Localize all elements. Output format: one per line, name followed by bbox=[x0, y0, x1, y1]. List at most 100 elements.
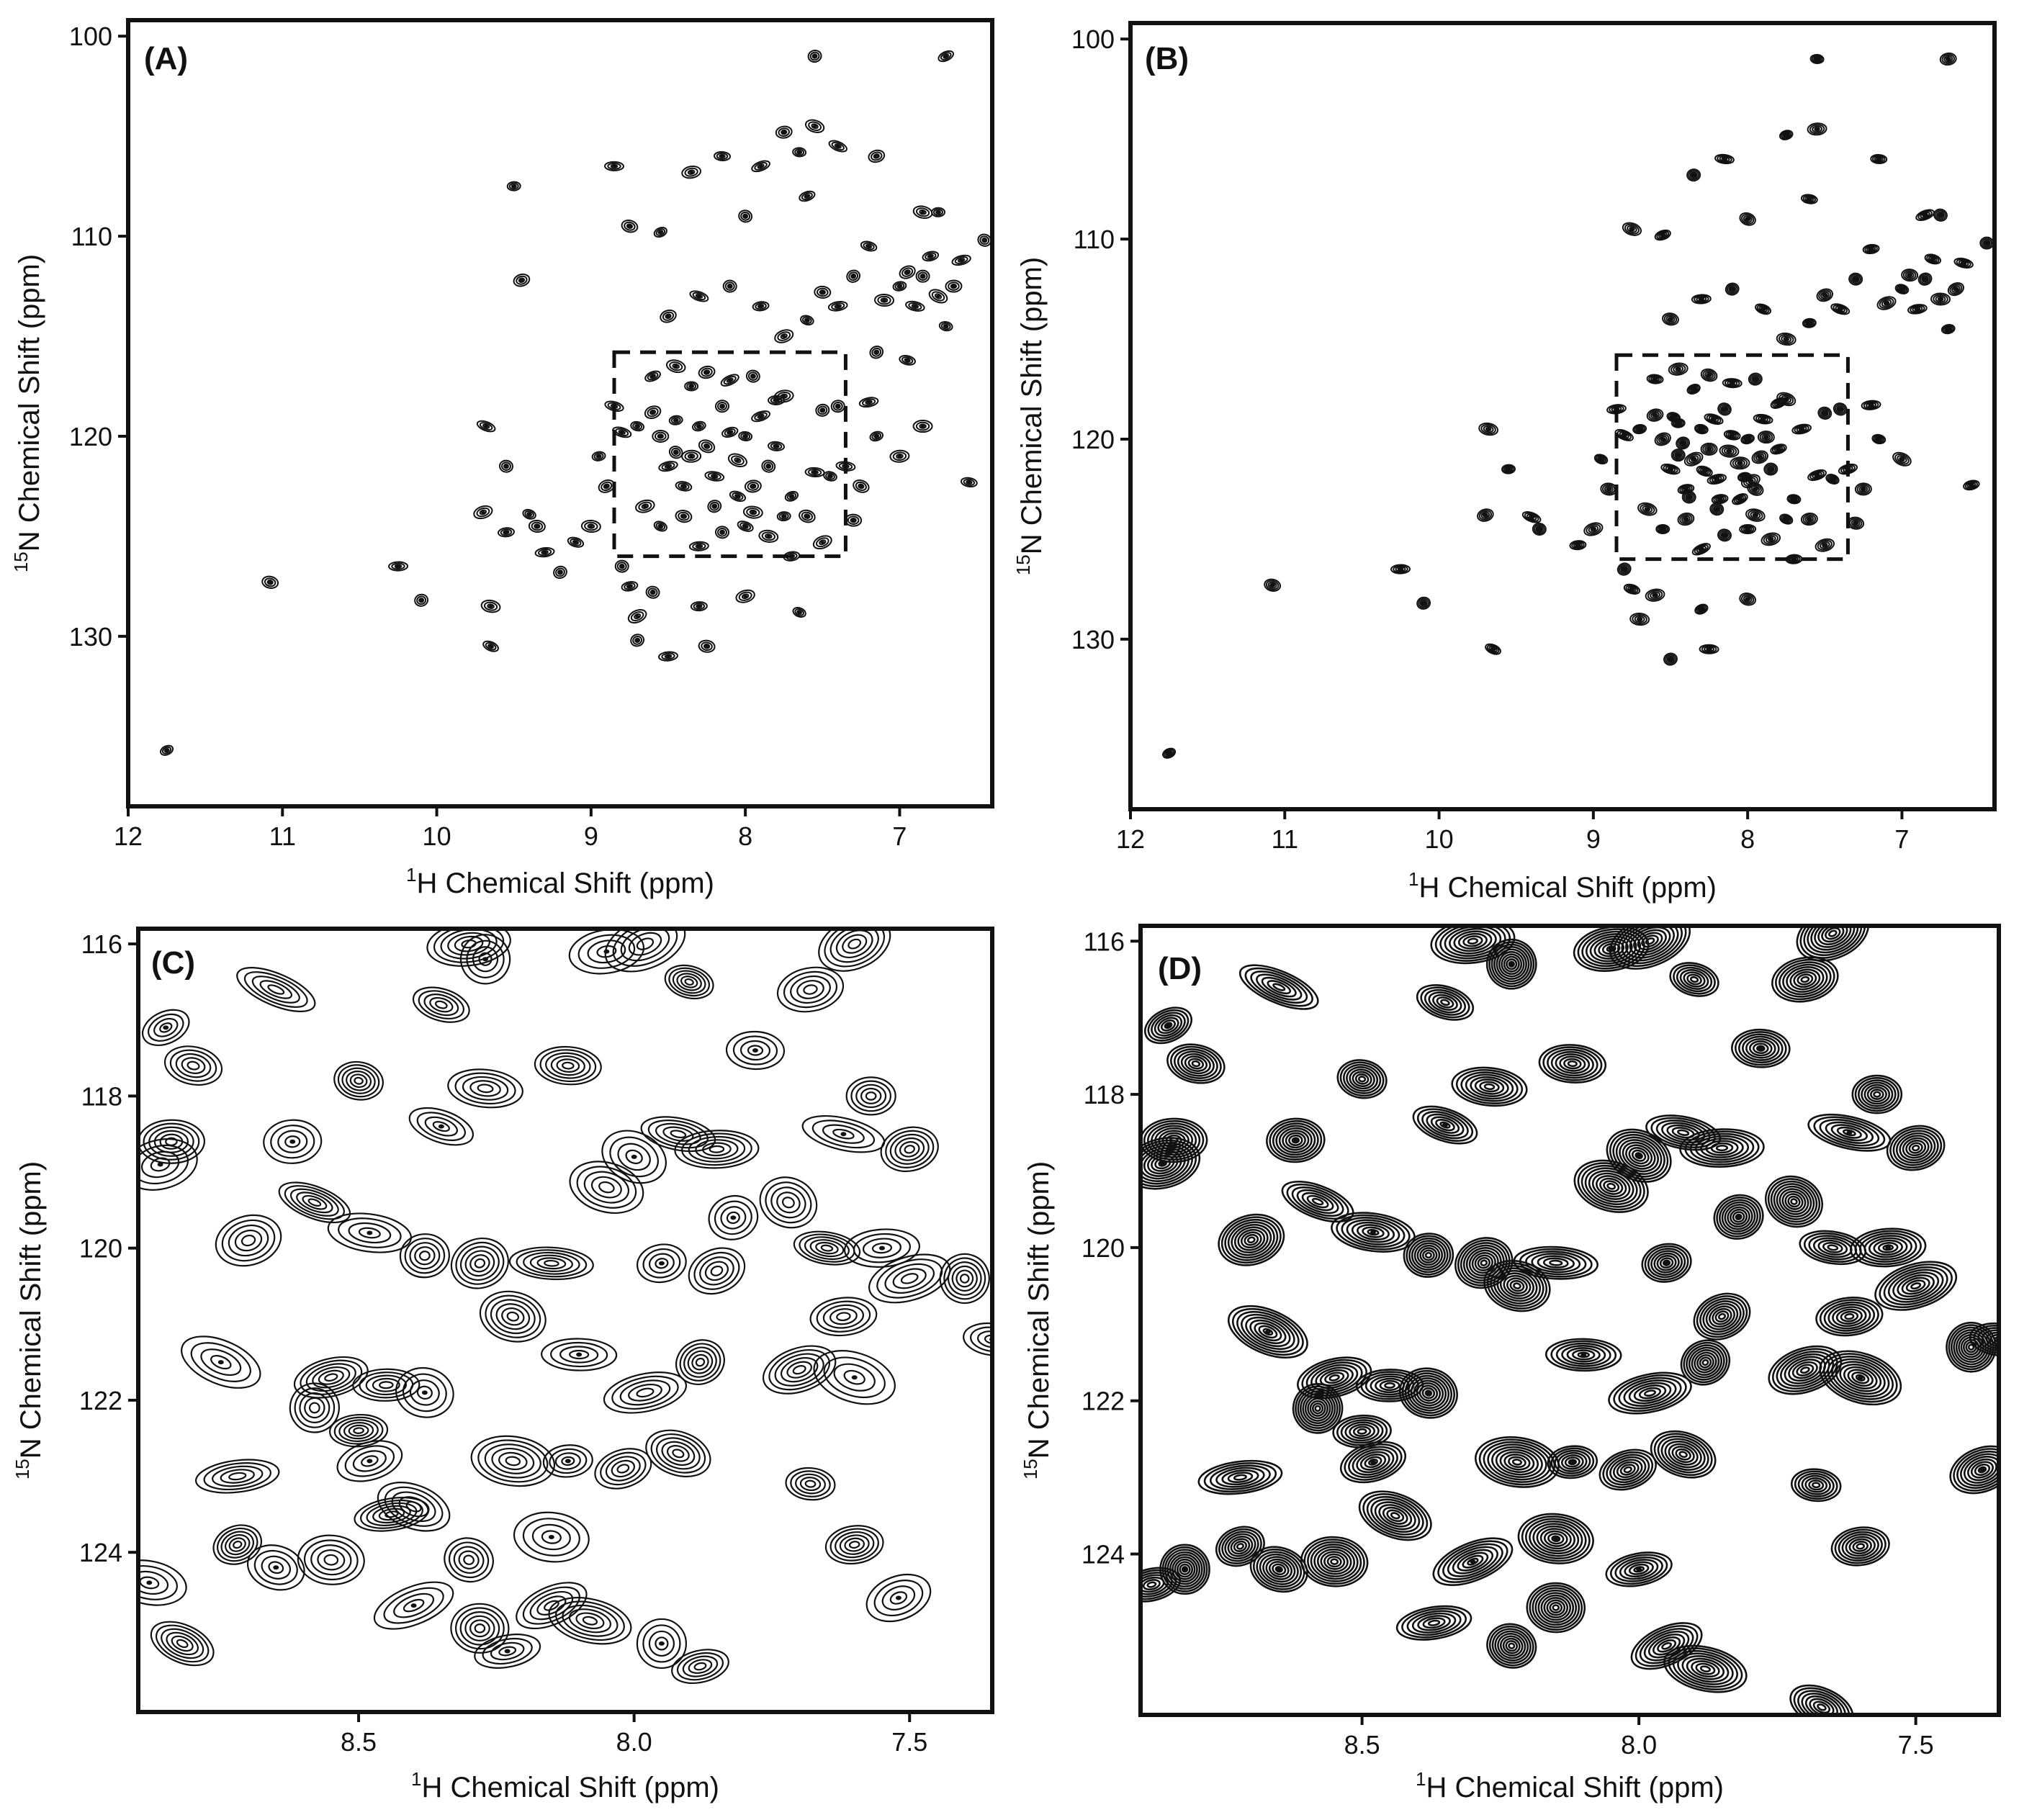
panel-d-label: (D) bbox=[1158, 951, 1202, 986]
peak-contour bbox=[737, 521, 754, 532]
peak-contour bbox=[1485, 938, 1537, 990]
peak-contour bbox=[823, 471, 837, 482]
peak-contour bbox=[1807, 1113, 1892, 1152]
peak-contour bbox=[845, 513, 863, 527]
peak-contour bbox=[1779, 513, 1794, 525]
peak-contour bbox=[528, 519, 546, 533]
peak-contour bbox=[1947, 281, 1964, 297]
panel-d-plot-frame bbox=[1138, 924, 2001, 1717]
peak-contour bbox=[675, 1339, 725, 1385]
peak-contour bbox=[804, 467, 825, 477]
peak-contour bbox=[534, 546, 555, 558]
peak-contour bbox=[813, 1350, 896, 1405]
y-tick-label: 124 bbox=[79, 1538, 122, 1567]
peak-contour bbox=[692, 420, 706, 432]
peak-contour bbox=[759, 1176, 818, 1229]
peak-contour bbox=[1547, 1445, 1598, 1479]
peak-contour bbox=[1676, 436, 1691, 450]
peak-contour bbox=[1761, 532, 1781, 546]
peak-contour bbox=[722, 279, 737, 293]
peak-contour bbox=[1614, 428, 1634, 441]
peak-contour bbox=[1707, 473, 1727, 485]
peak-contour bbox=[1917, 272, 1933, 286]
peak-contour bbox=[725, 1030, 786, 1071]
peak-contour bbox=[751, 160, 770, 173]
x-tick-label: 10 bbox=[423, 821, 451, 851]
peak-contour bbox=[516, 1582, 588, 1630]
peak-contour bbox=[614, 559, 629, 573]
peak-contour bbox=[660, 309, 677, 323]
peak-contour bbox=[809, 1297, 878, 1337]
peak-contour bbox=[1238, 964, 1319, 1010]
peak-contour bbox=[853, 479, 870, 493]
peak-contour bbox=[1292, 1383, 1344, 1434]
peak-contour bbox=[1598, 1449, 1657, 1491]
peak-contour bbox=[1331, 1212, 1416, 1253]
peak-contour bbox=[1722, 378, 1743, 389]
peak-contour bbox=[658, 651, 678, 662]
peak-contour bbox=[681, 449, 702, 463]
peak-contour bbox=[1478, 422, 1499, 436]
peak-contour bbox=[912, 420, 933, 433]
peak-contour bbox=[922, 251, 940, 262]
panel-d-x-axis-label: 1H Chemical Shift (ppm) bbox=[1416, 1768, 1724, 1803]
peak-contour bbox=[714, 150, 731, 161]
peak-contour bbox=[845, 1076, 896, 1116]
peak-contour bbox=[1704, 413, 1724, 425]
peak-contour bbox=[474, 1634, 541, 1669]
peak-contour bbox=[569, 1161, 644, 1214]
x-tick-label: 12 bbox=[114, 821, 143, 851]
peak-contour bbox=[1526, 1582, 1586, 1634]
panel-b-plot-frame bbox=[1128, 21, 1997, 811]
peak-contour bbox=[1979, 236, 1995, 250]
x-tick-label: 12 bbox=[1116, 824, 1145, 854]
peak-contour bbox=[395, 1366, 454, 1418]
peak-contour bbox=[470, 1435, 556, 1487]
peak-contour bbox=[1751, 450, 1768, 464]
peak-contour bbox=[1700, 442, 1718, 456]
peak-contour bbox=[1569, 540, 1587, 551]
peak-contour bbox=[688, 1247, 746, 1295]
peak-contour bbox=[774, 329, 794, 343]
x-tick-label: 9 bbox=[584, 821, 598, 851]
peak-contour bbox=[1663, 1644, 1748, 1693]
peak-contour bbox=[1851, 1074, 1903, 1114]
panel-a-ticks: 12 11 10 9 8 7 100 110 120 130 bbox=[69, 22, 907, 851]
peak-contour bbox=[1143, 1006, 1192, 1045]
peak-contour bbox=[1862, 243, 1880, 255]
peak-contour bbox=[1802, 317, 1817, 328]
x-tick-label: 8.0 bbox=[1621, 1730, 1657, 1760]
peak-contour bbox=[681, 165, 702, 179]
peak-contour bbox=[752, 301, 770, 312]
peak-contour bbox=[1416, 984, 1475, 1021]
peak-contour bbox=[1395, 1605, 1472, 1641]
peak-contour bbox=[534, 1045, 602, 1086]
peak-contour bbox=[388, 561, 408, 572]
y-tick-label: 100 bbox=[1071, 24, 1115, 54]
peak-contour bbox=[150, 1621, 215, 1667]
peak-contour bbox=[698, 639, 716, 653]
peak-contour bbox=[905, 300, 925, 312]
peak-contour bbox=[799, 509, 816, 523]
peak-contour bbox=[742, 505, 763, 519]
peak-contour bbox=[729, 490, 747, 503]
peak-contour bbox=[1693, 1292, 1751, 1341]
peak-contour bbox=[1800, 194, 1818, 204]
y-tick-label: 120 bbox=[69, 422, 112, 451]
peak-contour bbox=[1670, 449, 1686, 462]
peak-contour bbox=[1218, 1213, 1285, 1266]
peak-contour bbox=[513, 1511, 590, 1563]
peak-contour bbox=[522, 508, 536, 520]
peak-contour bbox=[1646, 374, 1664, 384]
peak-contour bbox=[1521, 511, 1542, 523]
peak-contour bbox=[1141, 1567, 1181, 1603]
peak-contour bbox=[1538, 1044, 1607, 1084]
peak-contour bbox=[828, 140, 847, 153]
x-tick-label: 8.0 bbox=[616, 1727, 652, 1757]
peak-contour bbox=[1485, 643, 1501, 655]
peak-contour bbox=[1874, 1261, 1958, 1311]
panel-d-y-axis-label: 15N Chemical Shift (ppm) bbox=[1020, 1161, 1055, 1479]
peak-contour bbox=[1700, 368, 1718, 382]
x-tick-label: 11 bbox=[1272, 824, 1298, 854]
